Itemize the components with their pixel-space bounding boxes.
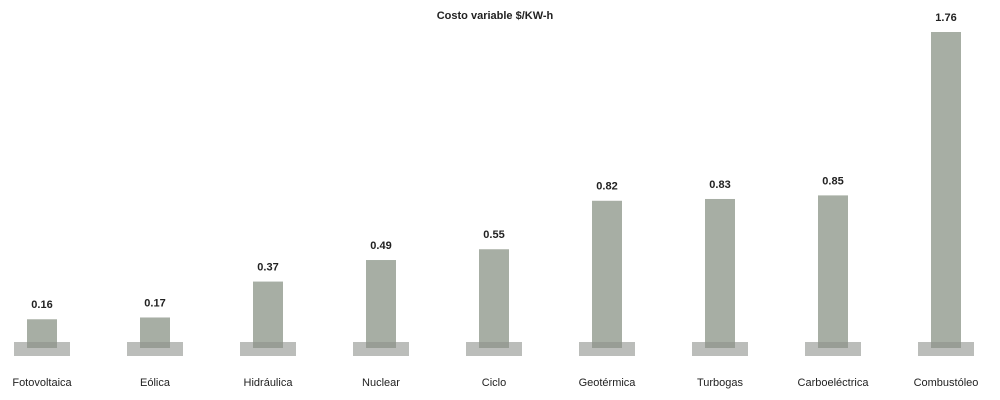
icon-base: [14, 342, 70, 356]
value-label: 0.55: [483, 229, 504, 241]
bar: [366, 260, 396, 348]
icon-base: [918, 342, 974, 356]
x-tick-label: Geotérmica: [579, 377, 637, 389]
icon-base: [240, 342, 296, 356]
value-label: 1.76: [935, 12, 956, 24]
bar: [253, 281, 283, 348]
icon-base: [466, 342, 522, 356]
value-label: 0.49: [370, 240, 391, 252]
value-label: 0.82: [596, 181, 617, 193]
value-label: 0.37: [257, 261, 278, 273]
value-label: 0.85: [822, 175, 843, 187]
bar: [931, 32, 961, 348]
value-label: 0.16: [31, 299, 52, 311]
x-tick-label: Carboeléctrica: [798, 377, 870, 389]
icon-base: [692, 342, 748, 356]
x-tick-label: Turbogas: [697, 377, 744, 389]
x-tick-label: Ciclo: [482, 377, 506, 389]
chart-title: Costo variable $/KW-h: [437, 10, 554, 22]
x-tick-label: Fotovoltaica: [12, 377, 72, 389]
x-tick-label: Eólica: [140, 377, 171, 389]
value-label: 0.83: [709, 179, 730, 191]
icon-base: [127, 342, 183, 356]
bar: [818, 195, 848, 348]
value-label: 0.17: [144, 297, 165, 309]
x-tick-label: Hidráulica: [244, 377, 294, 389]
icon-base: [805, 342, 861, 356]
icon-base: [353, 342, 409, 356]
bar: [592, 200, 622, 348]
bar: [479, 249, 509, 348]
bar: [705, 198, 735, 348]
icon-base: [579, 342, 635, 356]
x-tick-label: Nuclear: [362, 377, 400, 389]
x-tick-label: Combustóleo: [914, 377, 979, 389]
